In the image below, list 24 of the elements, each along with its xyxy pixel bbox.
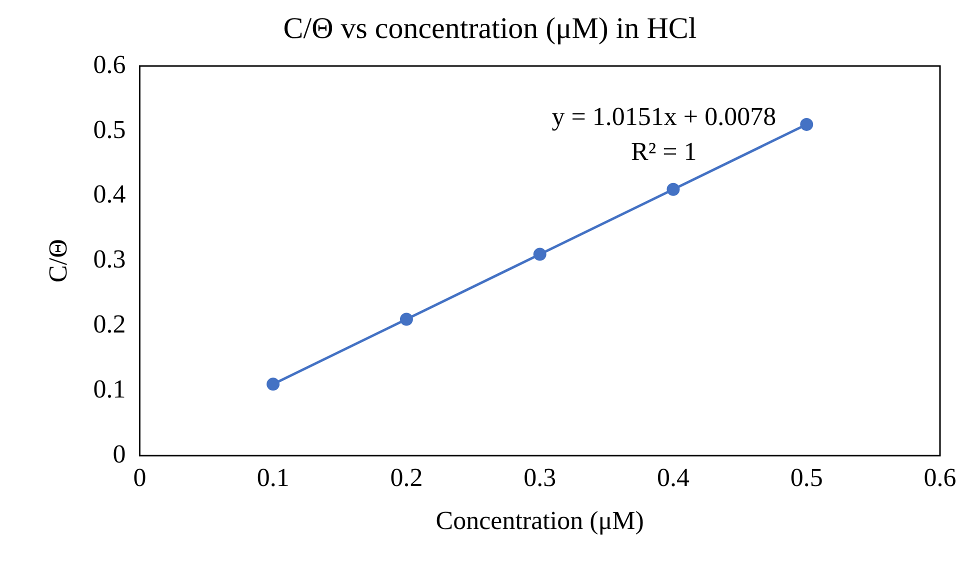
x-tick-label: 0.2	[390, 463, 423, 492]
y-tick-label: 0.4	[93, 180, 126, 209]
chart-title: C/Θ vs concentration (μM) in HCl	[283, 12, 697, 45]
point	[666, 182, 680, 196]
annotation: y = 1.0151x + 0.0078	[552, 102, 776, 131]
x-tick-label: 0	[133, 463, 146, 492]
point	[533, 248, 546, 261]
y-tick-label: 0.3	[93, 244, 126, 274]
x-tick-label: 0.3	[524, 463, 556, 492]
x-tick-label: 0.4	[656, 463, 690, 492]
x-axis-title: Concentration (μM)	[436, 506, 644, 536]
x-tick-label: 0.6	[924, 463, 956, 492]
point	[400, 312, 413, 326]
y-tick-label: 0	[112, 439, 126, 468]
annotation: R² = 1	[630, 136, 697, 166]
y-tick-label: 0.1	[93, 374, 126, 404]
point	[266, 378, 280, 391]
x-tick-label: 0.1	[256, 463, 290, 492]
x-tick-label: 0.5	[790, 463, 823, 492]
y-tick-label: 0.2	[93, 310, 126, 339]
y-tick-label: 0.5	[93, 114, 126, 144]
y-tick-label: 0.6	[93, 50, 126, 79]
y-axis-title: C/Θ	[43, 239, 72, 282]
point	[800, 118, 814, 131]
